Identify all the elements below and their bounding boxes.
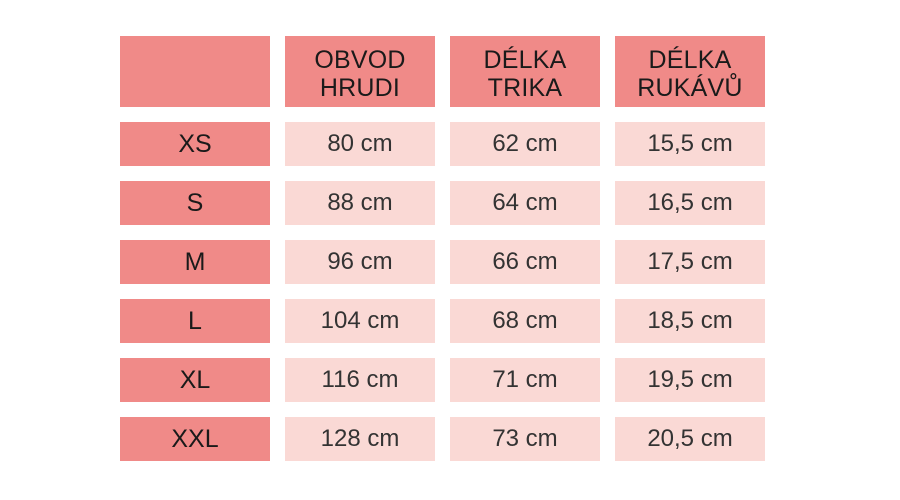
length-value: 71 cm	[450, 358, 600, 402]
header-label: DÉLKA RUKÁVŮ	[637, 45, 743, 102]
chest-value: 116 cm	[285, 358, 435, 402]
header-shirt-length: DÉLKA TRIKA	[450, 36, 600, 107]
header-label: OBVOD HRUDI	[314, 45, 406, 102]
length-value: 62 cm	[450, 122, 600, 166]
chest-value: 88 cm	[285, 181, 435, 225]
header-corner-cell	[120, 36, 270, 107]
sleeve-value: 16,5 cm	[615, 181, 765, 225]
length-value: 73 cm	[450, 417, 600, 461]
chest-value: 80 cm	[285, 122, 435, 166]
size-chart-table: OBVOD HRUDI DÉLKA TRIKA DÉLKA RUKÁVŮ XS …	[120, 36, 765, 461]
sleeve-value: 19,5 cm	[615, 358, 765, 402]
sleeve-value: 20,5 cm	[615, 417, 765, 461]
size-label: XL	[120, 358, 270, 402]
chest-value: 96 cm	[285, 240, 435, 284]
size-label: XXL	[120, 417, 270, 461]
chest-value: 128 cm	[285, 417, 435, 461]
sleeve-value: 17,5 cm	[615, 240, 765, 284]
size-label: L	[120, 299, 270, 343]
length-value: 64 cm	[450, 181, 600, 225]
length-value: 66 cm	[450, 240, 600, 284]
chest-value: 104 cm	[285, 299, 435, 343]
size-label: XS	[120, 122, 270, 166]
header-chest-circumference: OBVOD HRUDI	[285, 36, 435, 107]
size-label: S	[120, 181, 270, 225]
length-value: 68 cm	[450, 299, 600, 343]
header-label: DÉLKA TRIKA	[483, 45, 567, 102]
sleeve-value: 15,5 cm	[615, 122, 765, 166]
size-label: M	[120, 240, 270, 284]
header-sleeve-length: DÉLKA RUKÁVŮ	[615, 36, 765, 107]
sleeve-value: 18,5 cm	[615, 299, 765, 343]
